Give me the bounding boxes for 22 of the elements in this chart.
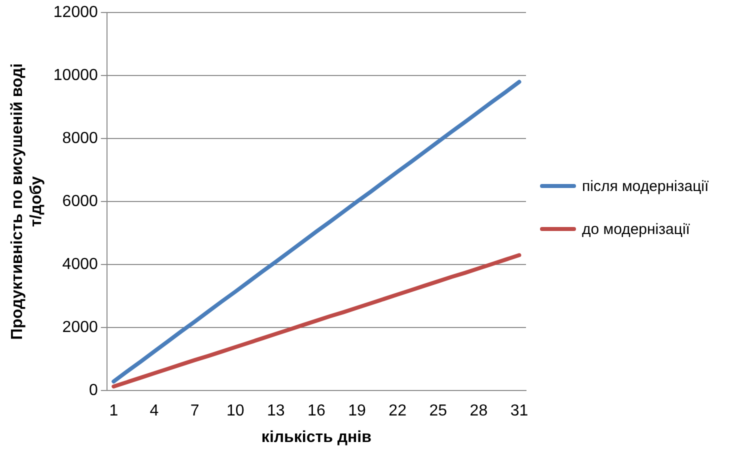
y-tick-label: 0	[88, 382, 98, 400]
x-tick-label: 28	[470, 402, 488, 420]
legend-label: після модернізації	[582, 178, 709, 194]
x-tick-label: 7	[190, 402, 200, 420]
legend-label: до модернізації	[582, 220, 690, 238]
x-tick-label: 4	[150, 402, 159, 420]
x-tick-label: 16	[308, 402, 326, 420]
y-tick-label: 6000	[62, 193, 98, 210]
x-tick-label: 1	[109, 402, 118, 420]
y-tick-label: 4000	[62, 256, 98, 274]
y-axis-title: Продуктивність по висушеній воді т/добу	[9, 63, 46, 340]
x-axis-title: кількість днів	[261, 428, 372, 446]
y-tick-label: 8000	[62, 130, 98, 148]
x-tick-label: 31	[510, 402, 528, 420]
x-tick-label: 19	[348, 402, 366, 420]
y-tick-label: 10000	[53, 67, 98, 84]
x-tick-label: 25	[429, 402, 448, 420]
y-tick-label: 12000	[53, 4, 98, 22]
y-tick-label: 2000	[62, 319, 98, 336]
x-tick-label: 13	[266, 402, 285, 420]
x-tick-label: 22	[388, 402, 407, 420]
x-tick-label: 10	[226, 402, 244, 420]
